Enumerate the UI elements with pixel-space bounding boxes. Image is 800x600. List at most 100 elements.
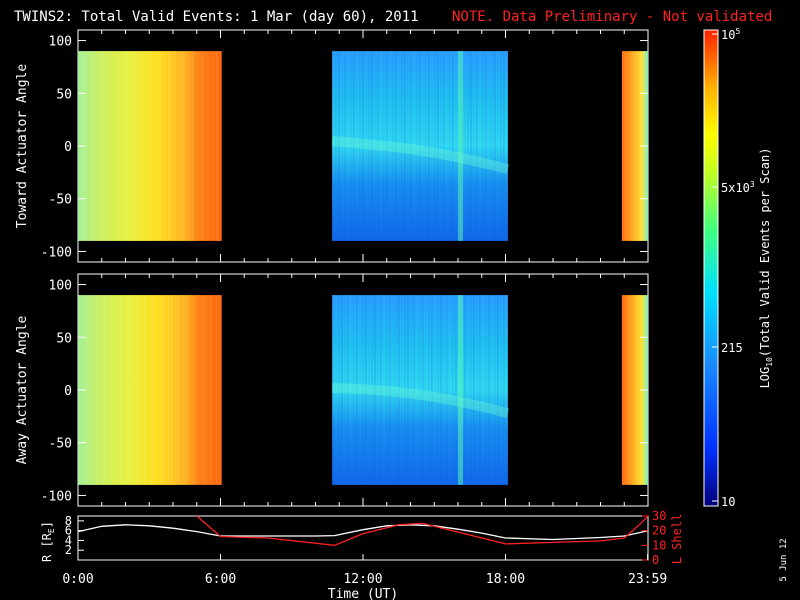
striation (428, 51, 430, 241)
striation (446, 295, 448, 485)
striation (494, 51, 496, 241)
striation (377, 295, 379, 485)
x-tick-label: 6:00 (205, 572, 236, 587)
striation (416, 51, 418, 241)
striation (431, 295, 433, 485)
striation (410, 51, 412, 241)
x-tick-label: 12:00 (343, 572, 382, 587)
striation (332, 51, 334, 241)
striation (120, 295, 122, 485)
striation (213, 51, 215, 241)
y-tick-label: 2 (65, 543, 72, 557)
y-tick-label: 100 (49, 279, 72, 294)
striation (201, 295, 203, 485)
striation (374, 51, 376, 241)
striation (482, 51, 484, 241)
y2-tick-label: 30 (652, 509, 666, 523)
colorbar (703, 29, 719, 507)
colorbar-tick-label: 105 (721, 27, 740, 42)
toward-axis-label: Toward Actuator Angle (15, 64, 30, 229)
toward-angle-panel: 100 50 0 -50 -100 (41, 29, 649, 263)
striation (377, 51, 379, 241)
striation (338, 51, 340, 241)
striation (437, 295, 439, 485)
striation (353, 51, 355, 241)
striation (123, 51, 125, 241)
striation (129, 295, 131, 485)
striation (371, 295, 373, 485)
striation (341, 295, 343, 485)
y-tick-label: -50 (49, 437, 72, 452)
striation (633, 51, 636, 241)
striation (189, 295, 191, 485)
data-block-2 (332, 295, 508, 485)
striation (476, 295, 478, 485)
striation (503, 51, 505, 241)
striation (123, 295, 125, 485)
striation (395, 295, 397, 485)
diagonal-feature (331, 135, 510, 175)
striation (627, 295, 630, 485)
striation (102, 51, 104, 241)
y2-tick-label: 0 (652, 553, 659, 567)
striation (135, 51, 137, 241)
y-tick-label: -50 (49, 193, 72, 208)
striation (383, 51, 385, 241)
striation (114, 51, 116, 241)
striation (165, 295, 167, 485)
y-tick-label: 4 (65, 533, 72, 547)
y-tick-label: 0 (64, 140, 72, 155)
striation (195, 295, 197, 485)
striation (356, 295, 358, 485)
striation (392, 51, 394, 241)
striation (455, 51, 457, 241)
striation (410, 295, 412, 485)
striation (419, 295, 421, 485)
striation (204, 51, 206, 241)
y-tick-label: -100 (41, 245, 72, 260)
striation (473, 51, 475, 241)
striation (449, 51, 451, 241)
radius-line (77, 524, 649, 541)
colorbar-label: LOG10(Total Valid Events per Scan) (758, 148, 774, 389)
striation (195, 51, 197, 241)
chart-title: TWINS2: Total Valid Events: 1 Mar (day 6… (14, 9, 419, 25)
striation (365, 295, 367, 485)
striation (105, 51, 107, 241)
striation (398, 295, 400, 485)
striation (389, 295, 391, 485)
x-tick-label: 23:59 (628, 572, 667, 587)
striation (344, 295, 346, 485)
striation (192, 295, 194, 485)
striation (171, 295, 173, 485)
bright-stripe (458, 51, 463, 241)
striation (503, 295, 505, 485)
striation (488, 295, 490, 485)
striation (105, 295, 107, 485)
striation (138, 51, 140, 241)
y-tick-label: 8 (65, 514, 72, 528)
y-tick-label: 50 (56, 87, 72, 102)
striation (422, 295, 424, 485)
striation (87, 295, 89, 485)
striation (168, 51, 170, 241)
striation (425, 295, 427, 485)
striation (630, 51, 633, 241)
striation (431, 51, 433, 241)
striation (637, 51, 639, 241)
striation (470, 295, 472, 485)
striation (147, 51, 149, 241)
striation (117, 295, 119, 485)
striation (207, 51, 209, 241)
striation (624, 295, 627, 485)
striation (126, 295, 128, 485)
striation (464, 295, 466, 485)
striation (413, 295, 415, 485)
striation (201, 51, 203, 241)
striation (156, 295, 158, 485)
striation (216, 295, 218, 485)
data-block-1 (78, 295, 222, 485)
striation (87, 51, 89, 241)
striation (407, 295, 409, 485)
